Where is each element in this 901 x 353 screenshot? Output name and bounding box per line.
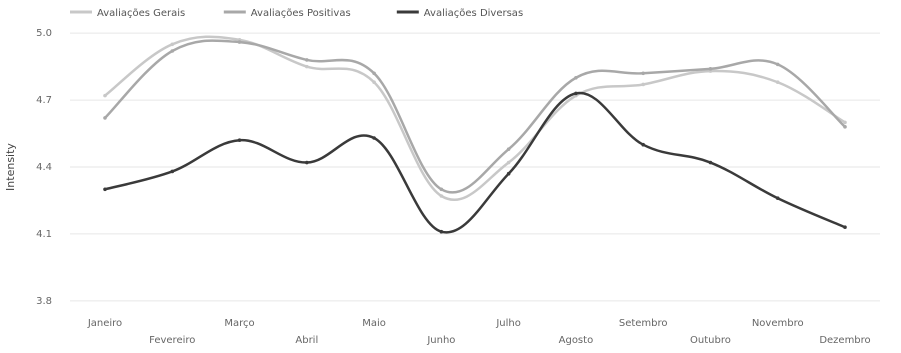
- data-point: [372, 80, 376, 85]
- x-tick-label: Fevereiro: [149, 335, 195, 346]
- legend: Avaliações Gerais Avaliações Positivas Ava…: [70, 8, 523, 19]
- y-axis: 3.8 4.1 4.4 4.7 5.0: [36, 28, 52, 307]
- data-point: [506, 147, 511, 151]
- x-axis: Janeiro Fevereiro Março Abril Maio Junho Julho…: [87, 318, 871, 346]
- grid-lines: [70, 32, 880, 302]
- data-point: [237, 40, 242, 44]
- series-group: [103, 35, 847, 234]
- x-tick-label: Novembro: [752, 318, 804, 329]
- series-line-1: [103, 39, 847, 194]
- data-point: [103, 116, 107, 120]
- data-point: [170, 42, 175, 47]
- data-point: [843, 120, 847, 125]
- x-tick-label: Junho: [426, 335, 455, 346]
- data-point: [170, 49, 175, 53]
- x-tick-label: Agosto: [559, 335, 594, 346]
- data-point: [775, 62, 780, 67]
- x-tick-label: Maio: [362, 318, 386, 329]
- y-tick-label: 3.8: [36, 296, 52, 307]
- data-point: [103, 93, 107, 98]
- series-line-2: [103, 91, 847, 234]
- data-point: [641, 71, 645, 76]
- data-point: [372, 71, 376, 76]
- x-tick-label: Dezembro: [819, 335, 870, 346]
- data-point: [843, 225, 847, 230]
- data-point: [439, 187, 444, 192]
- data-point: [506, 171, 511, 176]
- x-tick-label: Setembro: [619, 318, 668, 329]
- data-point: [170, 169, 175, 174]
- y-tick-label: 5.0: [36, 28, 52, 39]
- legend-label: Avaliações Positivas: [251, 8, 351, 19]
- y-axis-label: Intensity: [4, 143, 17, 191]
- legend-label: Avaliações Gerais: [97, 8, 185, 19]
- x-tick-label: Julho: [495, 318, 521, 329]
- y-tick-label: 4.1: [36, 229, 52, 240]
- data-point: [305, 64, 309, 69]
- data-point: [305, 58, 309, 62]
- data-point: [574, 91, 578, 96]
- data-point: [708, 160, 713, 165]
- data-point: [775, 80, 780, 85]
- data-point: [775, 196, 780, 201]
- x-tick-label: Janeiro: [87, 318, 122, 329]
- legend-label: Avaliações Diversas: [424, 8, 523, 19]
- x-tick-label: Abril: [295, 335, 318, 346]
- y-tick-label: 4.7: [36, 95, 52, 106]
- x-tick-label: Outubro: [690, 335, 731, 346]
- data-point: [574, 75, 578, 80]
- data-point: [708, 67, 713, 71]
- data-point: [305, 160, 309, 165]
- data-point: [506, 160, 511, 165]
- data-point: [641, 82, 645, 87]
- data-point: [372, 136, 376, 140]
- data-point: [439, 194, 444, 198]
- x-tick-label: Março: [224, 318, 254, 329]
- data-point: [103, 187, 107, 192]
- y-tick-label: 4.4: [36, 162, 52, 173]
- data-point: [641, 142, 645, 147]
- data-point: [843, 125, 847, 129]
- data-point: [439, 229, 444, 234]
- data-point: [237, 138, 242, 143]
